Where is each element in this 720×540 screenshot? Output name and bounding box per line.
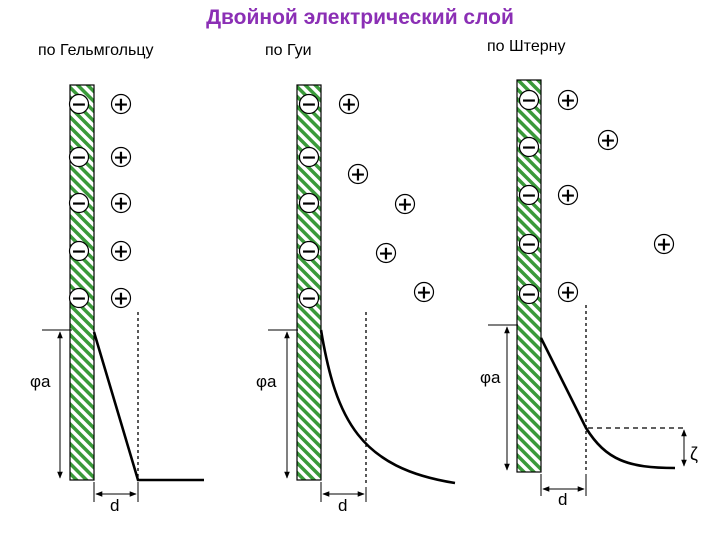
d-label-helmholtz: d	[110, 496, 120, 515]
cation-ions1-3: +	[110, 241, 132, 263]
potential-curve-helmholtz	[92, 331, 204, 482]
cation-ions2-4: +	[413, 282, 435, 304]
svg-text:−: −	[71, 288, 87, 310]
caption-gouy: по Гуи	[265, 42, 312, 59]
svg-text:+: +	[350, 164, 366, 186]
svg-text:+: +	[600, 130, 616, 152]
svg-text:+: +	[341, 94, 357, 116]
svg-text:−: −	[71, 94, 87, 116]
svg-text:−: −	[521, 234, 537, 256]
anion-ions2-3: −	[298, 241, 320, 263]
svg-text:+: +	[378, 243, 394, 265]
anion-ions2-1: −	[298, 147, 320, 169]
anion-ions3-2: −	[518, 185, 540, 207]
caption-stern: по Штерну	[487, 38, 566, 55]
anion-ions1-0: −	[68, 94, 90, 116]
svg-text:−: −	[301, 94, 317, 116]
svg-text:+: +	[560, 90, 576, 112]
diagram-title: Двойной электрический слой	[206, 6, 514, 29]
cation-ions3-0: +	[557, 90, 579, 112]
svg-text:−: −	[521, 185, 537, 207]
anion-ions1-3: −	[68, 241, 90, 263]
cation-ions1-4: +	[110, 288, 132, 310]
zeta-label: ζ	[690, 444, 698, 464]
cation-ions3-2: +	[557, 185, 579, 207]
cation-ions1-2: +	[110, 193, 132, 215]
svg-text:+: +	[397, 194, 413, 216]
cation-ions2-0: +	[338, 94, 360, 116]
electrode-gouy	[296, 84, 322, 481]
cation-ions3-3: +	[653, 234, 675, 256]
svg-text:+: +	[416, 282, 432, 304]
svg-text:+: +	[113, 147, 129, 169]
potential-curve-gouy	[319, 329, 456, 485]
svg-text:−: −	[71, 147, 87, 169]
svg-text:+: +	[560, 185, 576, 207]
svg-text:+: +	[113, 288, 129, 310]
svg-text:+: +	[113, 94, 129, 116]
electrode-helmholtz	[69, 84, 95, 481]
svg-text:+: +	[656, 234, 672, 256]
svg-text:−: −	[521, 137, 537, 159]
anion-ions2-2: −	[298, 193, 320, 215]
cation-ions2-2: +	[394, 194, 416, 216]
cation-ions2-3: +	[375, 243, 397, 265]
anion-ions3-3: −	[518, 234, 540, 256]
phi-label-stern: φa	[480, 368, 501, 387]
svg-text:+: +	[560, 282, 576, 304]
svg-text:−: −	[301, 147, 317, 169]
svg-text:−: −	[71, 193, 87, 215]
svg-text:+: +	[113, 193, 129, 215]
anion-ions3-1: −	[518, 137, 540, 159]
d-label-gouy: d	[338, 496, 348, 515]
cation-ions2-1: +	[347, 164, 369, 186]
cation-ions3-1: +	[597, 130, 619, 152]
svg-text:−: −	[301, 193, 317, 215]
anion-ions3-0: −	[518, 90, 540, 112]
svg-text:−: −	[301, 241, 317, 263]
anion-ions1-4: −	[68, 288, 90, 310]
svg-text:−: −	[71, 241, 87, 263]
anion-ions1-1: −	[68, 147, 90, 169]
anion-ions1-2: −	[68, 193, 90, 215]
anion-ions2-4: −	[298, 288, 320, 310]
anion-ions3-4: −	[518, 284, 540, 306]
svg-text:−: −	[521, 90, 537, 112]
anion-ions2-0: −	[298, 94, 320, 116]
cation-ions3-4: +	[557, 282, 579, 304]
svg-text:−: −	[301, 288, 317, 310]
potential-curve-stern	[539, 337, 676, 470]
caption-helmholtz: по Гельмгольцу	[38, 42, 154, 59]
svg-text:−: −	[521, 284, 537, 306]
d-label-stern: d	[558, 490, 568, 509]
cation-ions1-1: +	[110, 147, 132, 169]
cation-ions1-0: +	[110, 94, 132, 116]
svg-text:+: +	[113, 241, 129, 263]
phi-label-gouy: φa	[256, 372, 277, 391]
phi-label-helmholtz: φa	[30, 372, 51, 391]
